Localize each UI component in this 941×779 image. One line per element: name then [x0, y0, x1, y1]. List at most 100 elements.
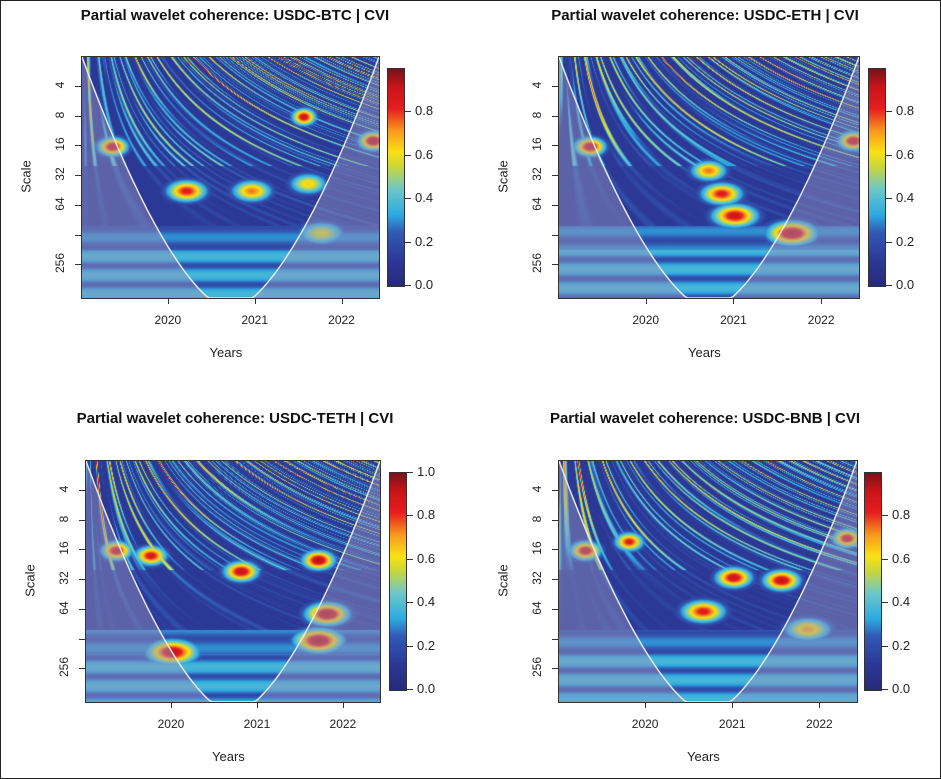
x-axis-label: Years	[687, 749, 720, 764]
y-tick-label: 4	[530, 81, 544, 89]
colorbar-tick	[886, 198, 892, 200]
y-tick-mark	[552, 489, 558, 491]
colorbar-tick	[882, 602, 888, 604]
colorbar-label: 1.0	[417, 464, 436, 479]
y-tick-mark	[552, 638, 558, 640]
cone-of-influence-layer	[559, 461, 857, 702]
y-tick-mark	[552, 115, 558, 117]
y-tick-mark	[552, 668, 558, 670]
colorbar-tick	[407, 515, 413, 517]
colorbar-label: 0.2	[417, 637, 436, 653]
x-tick-mark	[167, 298, 169, 304]
cone-of-influence-layer	[86, 461, 380, 702]
y-tick-label: 32	[530, 571, 544, 585]
x-tick-label: 2020	[632, 313, 660, 327]
colorbar-label: 0.8	[417, 507, 436, 523]
x-tick-label: 2021	[718, 717, 746, 731]
y-tick-label: 256	[530, 253, 544, 274]
colorbar-tick	[882, 645, 888, 647]
heatmap-area	[81, 56, 380, 299]
y-tick-mark	[552, 519, 558, 521]
colorbar-tick	[882, 515, 888, 517]
y-tick-mark	[75, 234, 81, 236]
colorbar-label: 0.8	[415, 103, 434, 119]
colorbar-tick	[882, 558, 888, 560]
y-tick-label: 16	[530, 137, 544, 151]
colorbar-tick	[886, 154, 892, 156]
x-tick-label: 2022	[329, 717, 357, 731]
y-tick-mark	[552, 234, 558, 236]
panel-usdc-btc: Partial wavelet coherence: USDC-BTC | CV…	[0, 0, 470, 389]
colorbar-tick	[882, 689, 888, 690]
y-tick-label: 256	[530, 657, 544, 678]
colorbar-tick	[886, 241, 892, 243]
y-tick-mark	[75, 85, 81, 87]
x-tick-label: 2022	[806, 717, 833, 731]
x-tick-label: 2021	[241, 313, 269, 327]
colorbar	[864, 472, 882, 691]
colorbar-label: 0.4	[415, 190, 434, 206]
colorbar-label: 0.2	[415, 233, 434, 249]
y-tick-mark	[552, 204, 558, 206]
panel-usdc-bnb: Partial wavelet coherence: USDC-BNB | CV…	[470, 390, 940, 779]
x-tick-label: 2022	[807, 313, 835, 327]
colorbar-label: 0.6	[892, 550, 911, 566]
y-tick-mark	[552, 145, 558, 147]
y-tick-label: 64	[57, 601, 71, 615]
colorbar-tick	[407, 472, 413, 473]
colorbar-label: 0.0	[415, 277, 434, 292]
y-tick-mark	[552, 549, 558, 551]
y-tick-mark	[79, 549, 85, 551]
colorbar-tick	[407, 558, 413, 560]
colorbar-tick	[886, 285, 892, 286]
colorbar-label: 0.0	[417, 681, 436, 696]
y-tick-mark	[552, 579, 558, 580]
y-tick-mark	[79, 489, 85, 491]
y-tick-label: 4	[530, 485, 544, 493]
cone-of-influence-layer	[559, 57, 859, 298]
x-axis-label: Years	[209, 345, 243, 360]
y-tick-label: 8	[530, 515, 544, 522]
colorbar-label: 0.2	[896, 233, 915, 249]
x-tick-mark	[645, 702, 647, 708]
x-tick-mark	[254, 298, 256, 304]
colorbar-label: 0.6	[896, 146, 915, 162]
x-tick-label: 2020	[157, 717, 185, 731]
y-tick-mark	[75, 204, 81, 206]
y-tick-label: 64	[530, 601, 544, 615]
colorbar-tick	[405, 198, 411, 200]
colorbar-label: 0.4	[417, 594, 436, 610]
colorbar-tick	[407, 689, 413, 690]
y-tick-label: 64	[53, 197, 67, 211]
y-tick-mark	[552, 264, 558, 266]
y-tick-mark	[79, 519, 85, 521]
y-tick-mark	[79, 608, 85, 610]
colorbar-label: 0.6	[415, 146, 434, 162]
panel-usdc-eth: Partial wavelet coherence: USDC-ETH | CV…	[470, 0, 940, 389]
colorbar	[389, 472, 407, 691]
colorbar-tick	[405, 111, 411, 113]
x-tick-mark	[819, 702, 821, 708]
heatmap-area	[558, 56, 860, 299]
y-tick-mark	[552, 608, 558, 610]
x-tick-mark	[821, 298, 823, 304]
colorbar	[868, 68, 886, 287]
x-tick-mark	[342, 702, 344, 708]
x-tick-mark	[645, 298, 647, 304]
colorbar-label: 0.8	[892, 507, 911, 523]
y-tick-label: 16	[530, 541, 544, 555]
y-axis-label: Scale	[18, 159, 34, 193]
chart-title: Partial wavelet coherence: USDC-ETH | CV…	[551, 7, 859, 24]
x-tick-label: 2021	[243, 717, 271, 731]
x-axis-label: Years	[688, 345, 721, 360]
y-tick-mark	[75, 175, 81, 176]
x-tick-mark	[256, 702, 258, 708]
colorbar-label: 0.0	[896, 277, 915, 292]
cone-of-influence-line	[86, 461, 380, 702]
heatmap-area	[558, 460, 858, 703]
cone-of-influence-line	[559, 461, 857, 702]
x-tick-label: 2021	[720, 313, 747, 327]
colorbar-tick	[405, 241, 411, 243]
colorbar-tick	[886, 111, 892, 113]
chart-title: Partial wavelet coherence: USDC-TETH | C…	[76, 410, 394, 427]
